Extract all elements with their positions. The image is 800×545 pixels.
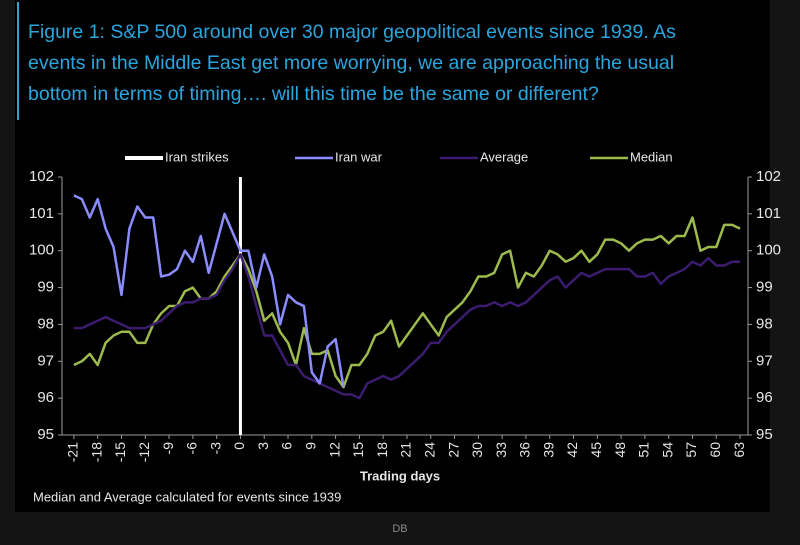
x-tick-label: 33 [493,442,509,458]
y-tick-label: 101 [29,205,54,222]
x-tick-label: 9 [303,442,319,450]
x-tick-label: 27 [445,442,461,458]
x-tick-label: -6 [184,442,200,455]
x-tick-label: 45 [588,442,604,458]
x-tick-label: 48 [612,442,628,458]
chart-title: bottom in terms of timing…. will this ti… [28,83,599,105]
legend-label: Average [480,149,528,164]
chart-title: Figure 1: S&P 500 around over 30 major g… [28,21,676,43]
x-tick-label: 15 [350,442,366,458]
y2-tick-label: 96 [756,389,773,406]
x-tick-label: -12 [136,442,152,462]
footnote: Median and Average calculated for events… [33,489,341,504]
x-tick-label: 60 [707,442,723,458]
y-tick-label: 98 [37,315,54,332]
x-tick-label: 3 [255,442,271,450]
series-line [73,194,345,388]
x-tick-label: 36 [517,442,533,458]
x-tick-label: -3 [207,442,223,455]
x-tick-label: -15 [112,442,128,462]
x-tick-label: 42 [564,442,580,458]
x-tick-label: 30 [469,442,485,458]
x-tick-label: 54 [659,442,675,458]
x-tick-label: 6 [279,442,295,450]
x-tick-label: 12 [326,442,342,458]
y-tick-label: 96 [37,389,54,406]
x-tick-label: -18 [88,442,104,462]
x-tick-label: 21 [398,442,414,458]
y2-tick-label: 99 [756,279,773,296]
x-tick-label: -21 [65,442,81,462]
legend-label: Median [630,149,673,164]
x-tick-label: 63 [731,442,747,458]
chart-title: events in the Middle East get more worry… [28,52,674,74]
legend-label: Iran strikes [165,149,229,164]
y-tick-label: 99 [37,279,54,296]
y-tick-label: 102 [29,168,54,185]
y-tick-label: 97 [37,352,54,369]
source: DB [392,523,407,535]
x-axis-label: Trading days [360,468,440,483]
panel [15,0,770,512]
series-line [73,253,741,400]
x-tick-label: 0 [231,442,247,450]
y-tick-label: 100 [29,242,54,259]
series-line [73,216,741,389]
x-tick-label: 39 [540,442,556,458]
x-tick-label: 51 [636,442,652,458]
y2-tick-label: 100 [756,242,781,259]
x-tick-label: 57 [683,442,699,458]
x-tick-label: -9 [160,442,176,455]
y2-tick-label: 102 [756,168,781,185]
y2-tick-label: 98 [756,315,773,332]
y2-tick-label: 101 [756,205,781,222]
y2-tick-label: 97 [756,352,773,369]
x-tick-label: 24 [421,442,437,458]
x-tick-label: 18 [374,442,390,458]
legend-label: Iran war [335,149,383,164]
y2-tick-label: 95 [756,426,773,443]
y-tick-label: 95 [37,426,54,443]
